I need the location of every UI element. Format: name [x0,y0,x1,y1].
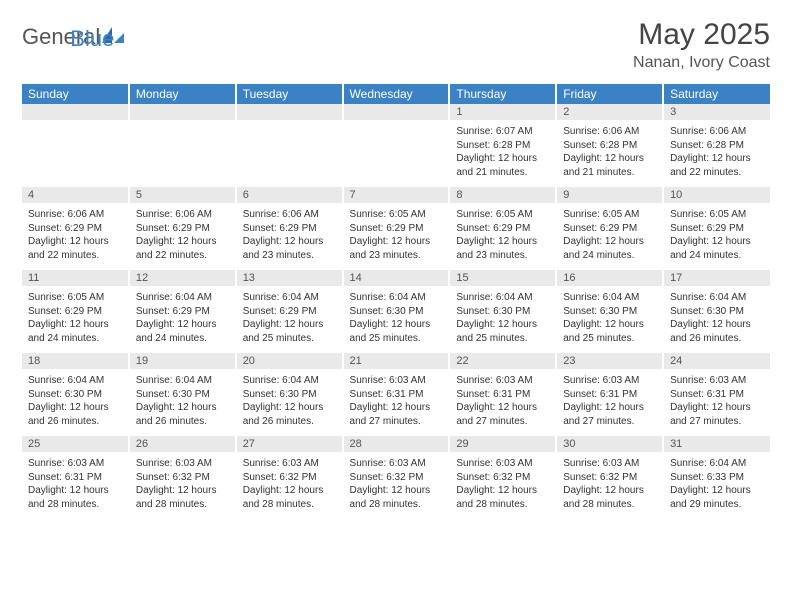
day-content-cell: Sunrise: 6:05 AMSunset: 6:29 PMDaylight:… [22,287,129,352]
day-number-cell: 27 [236,435,343,453]
weekday-header: Sunday [22,84,129,104]
calendar-table: SundayMondayTuesdayWednesdayThursdayFrid… [22,84,770,519]
day-content-row: Sunrise: 6:06 AMSunset: 6:29 PMDaylight:… [22,204,770,269]
day-number-cell: 31 [663,435,770,453]
day-content-cell: Sunrise: 6:03 AMSunset: 6:31 PMDaylight:… [343,370,450,435]
day-number-cell: 10 [663,186,770,204]
day-number-cell: 13 [236,269,343,287]
day-content-cell: Sunrise: 6:03 AMSunset: 6:32 PMDaylight:… [556,453,663,518]
day-number-cell: 12 [129,269,236,287]
day-content-cell: Sunrise: 6:06 AMSunset: 6:28 PMDaylight:… [556,121,663,186]
day-content-cell: Sunrise: 6:04 AMSunset: 6:30 PMDaylight:… [449,287,556,352]
day-number-cell [22,104,129,121]
day-number-cell: 22 [449,352,556,370]
day-number-cell [129,104,236,121]
day-number-cell: 26 [129,435,236,453]
calendar-header: SundayMondayTuesdayWednesdayThursdayFrid… [22,84,770,104]
day-content-cell: Sunrise: 6:05 AMSunset: 6:29 PMDaylight:… [449,204,556,269]
day-content-cell [22,121,129,186]
day-content-cell: Sunrise: 6:06 AMSunset: 6:29 PMDaylight:… [22,204,129,269]
day-number-cell: 21 [343,352,450,370]
weekday-header: Saturday [663,84,770,104]
day-number-cell: 9 [556,186,663,204]
header: General Blue May 2025 Nanan, Ivory Coast [22,18,770,72]
page-title: May 2025 [633,18,770,52]
day-number-cell: 16 [556,269,663,287]
day-content-cell: Sunrise: 6:04 AMSunset: 6:29 PMDaylight:… [129,287,236,352]
day-number-cell: 5 [129,186,236,204]
day-number-cell: 3 [663,104,770,121]
day-content-cell: Sunrise: 6:03 AMSunset: 6:32 PMDaylight:… [449,453,556,518]
day-content-cell: Sunrise: 6:07 AMSunset: 6:28 PMDaylight:… [449,121,556,186]
day-number-cell: 15 [449,269,556,287]
day-number-cell: 11 [22,269,129,287]
day-content-cell: Sunrise: 6:03 AMSunset: 6:31 PMDaylight:… [449,370,556,435]
day-number-cell: 7 [343,186,450,204]
day-content-cell: Sunrise: 6:04 AMSunset: 6:30 PMDaylight:… [663,287,770,352]
weekday-header: Tuesday [236,84,343,104]
day-content-cell: Sunrise: 6:03 AMSunset: 6:32 PMDaylight:… [129,453,236,518]
day-content-cell [236,121,343,186]
day-number-cell: 25 [22,435,129,453]
day-content-cell: Sunrise: 6:03 AMSunset: 6:31 PMDaylight:… [663,370,770,435]
day-number-row: 11121314151617 [22,269,770,287]
day-number-row: 45678910 [22,186,770,204]
day-content-cell: Sunrise: 6:04 AMSunset: 6:30 PMDaylight:… [343,287,450,352]
day-content-cell: Sunrise: 6:04 AMSunset: 6:30 PMDaylight:… [22,370,129,435]
day-number-cell: 4 [22,186,129,204]
day-number-cell: 14 [343,269,450,287]
day-number-cell [236,104,343,121]
day-number-cell: 18 [22,352,129,370]
day-content-cell: Sunrise: 6:05 AMSunset: 6:29 PMDaylight:… [663,204,770,269]
day-content-cell: Sunrise: 6:03 AMSunset: 6:31 PMDaylight:… [556,370,663,435]
day-number-row: 18192021222324 [22,352,770,370]
day-number-cell: 23 [556,352,663,370]
day-number-cell [343,104,450,121]
day-number-cell: 1 [449,104,556,121]
day-content-cell: Sunrise: 6:05 AMSunset: 6:29 PMDaylight:… [556,204,663,269]
day-number-row: 25262728293031 [22,435,770,453]
day-number-cell: 8 [449,186,556,204]
day-number-cell: 28 [343,435,450,453]
logo: General Blue [22,18,174,50]
day-content-cell: Sunrise: 6:06 AMSunset: 6:28 PMDaylight:… [663,121,770,186]
location-text: Nanan, Ivory Coast [633,54,770,72]
day-content-cell [129,121,236,186]
day-number-cell: 19 [129,352,236,370]
day-content-cell: Sunrise: 6:03 AMSunset: 6:32 PMDaylight:… [236,453,343,518]
day-number-cell: 2 [556,104,663,121]
day-content-cell: Sunrise: 6:05 AMSunset: 6:29 PMDaylight:… [343,204,450,269]
day-content-row: Sunrise: 6:07 AMSunset: 6:28 PMDaylight:… [22,121,770,186]
day-content-cell: Sunrise: 6:04 AMSunset: 6:33 PMDaylight:… [663,453,770,518]
day-content-cell: Sunrise: 6:06 AMSunset: 6:29 PMDaylight:… [236,204,343,269]
weekday-header: Monday [129,84,236,104]
day-content-cell: Sunrise: 6:04 AMSunset: 6:30 PMDaylight:… [129,370,236,435]
day-content-cell: Sunrise: 6:06 AMSunset: 6:29 PMDaylight:… [129,204,236,269]
day-number-row: 123 [22,104,770,121]
day-number-cell: 29 [449,435,556,453]
day-content-cell [343,121,450,186]
day-content-cell: Sunrise: 6:04 AMSunset: 6:30 PMDaylight:… [556,287,663,352]
title-block: May 2025 Nanan, Ivory Coast [633,18,770,72]
weekday-header: Wednesday [343,84,450,104]
day-number-cell: 20 [236,352,343,370]
day-content-cell: Sunrise: 6:03 AMSunset: 6:31 PMDaylight:… [22,453,129,518]
day-content-cell: Sunrise: 6:03 AMSunset: 6:32 PMDaylight:… [343,453,450,518]
day-number-cell: 17 [663,269,770,287]
day-content-row: Sunrise: 6:04 AMSunset: 6:30 PMDaylight:… [22,370,770,435]
day-number-cell: 6 [236,186,343,204]
day-content-row: Sunrise: 6:03 AMSunset: 6:31 PMDaylight:… [22,453,770,518]
logo-text-blue: Blue [70,26,114,52]
day-content-cell: Sunrise: 6:04 AMSunset: 6:29 PMDaylight:… [236,287,343,352]
weekday-header: Friday [556,84,663,104]
weekday-header: Thursday [449,84,556,104]
day-content-cell: Sunrise: 6:04 AMSunset: 6:30 PMDaylight:… [236,370,343,435]
day-content-row: Sunrise: 6:05 AMSunset: 6:29 PMDaylight:… [22,287,770,352]
day-number-cell: 30 [556,435,663,453]
day-number-cell: 24 [663,352,770,370]
